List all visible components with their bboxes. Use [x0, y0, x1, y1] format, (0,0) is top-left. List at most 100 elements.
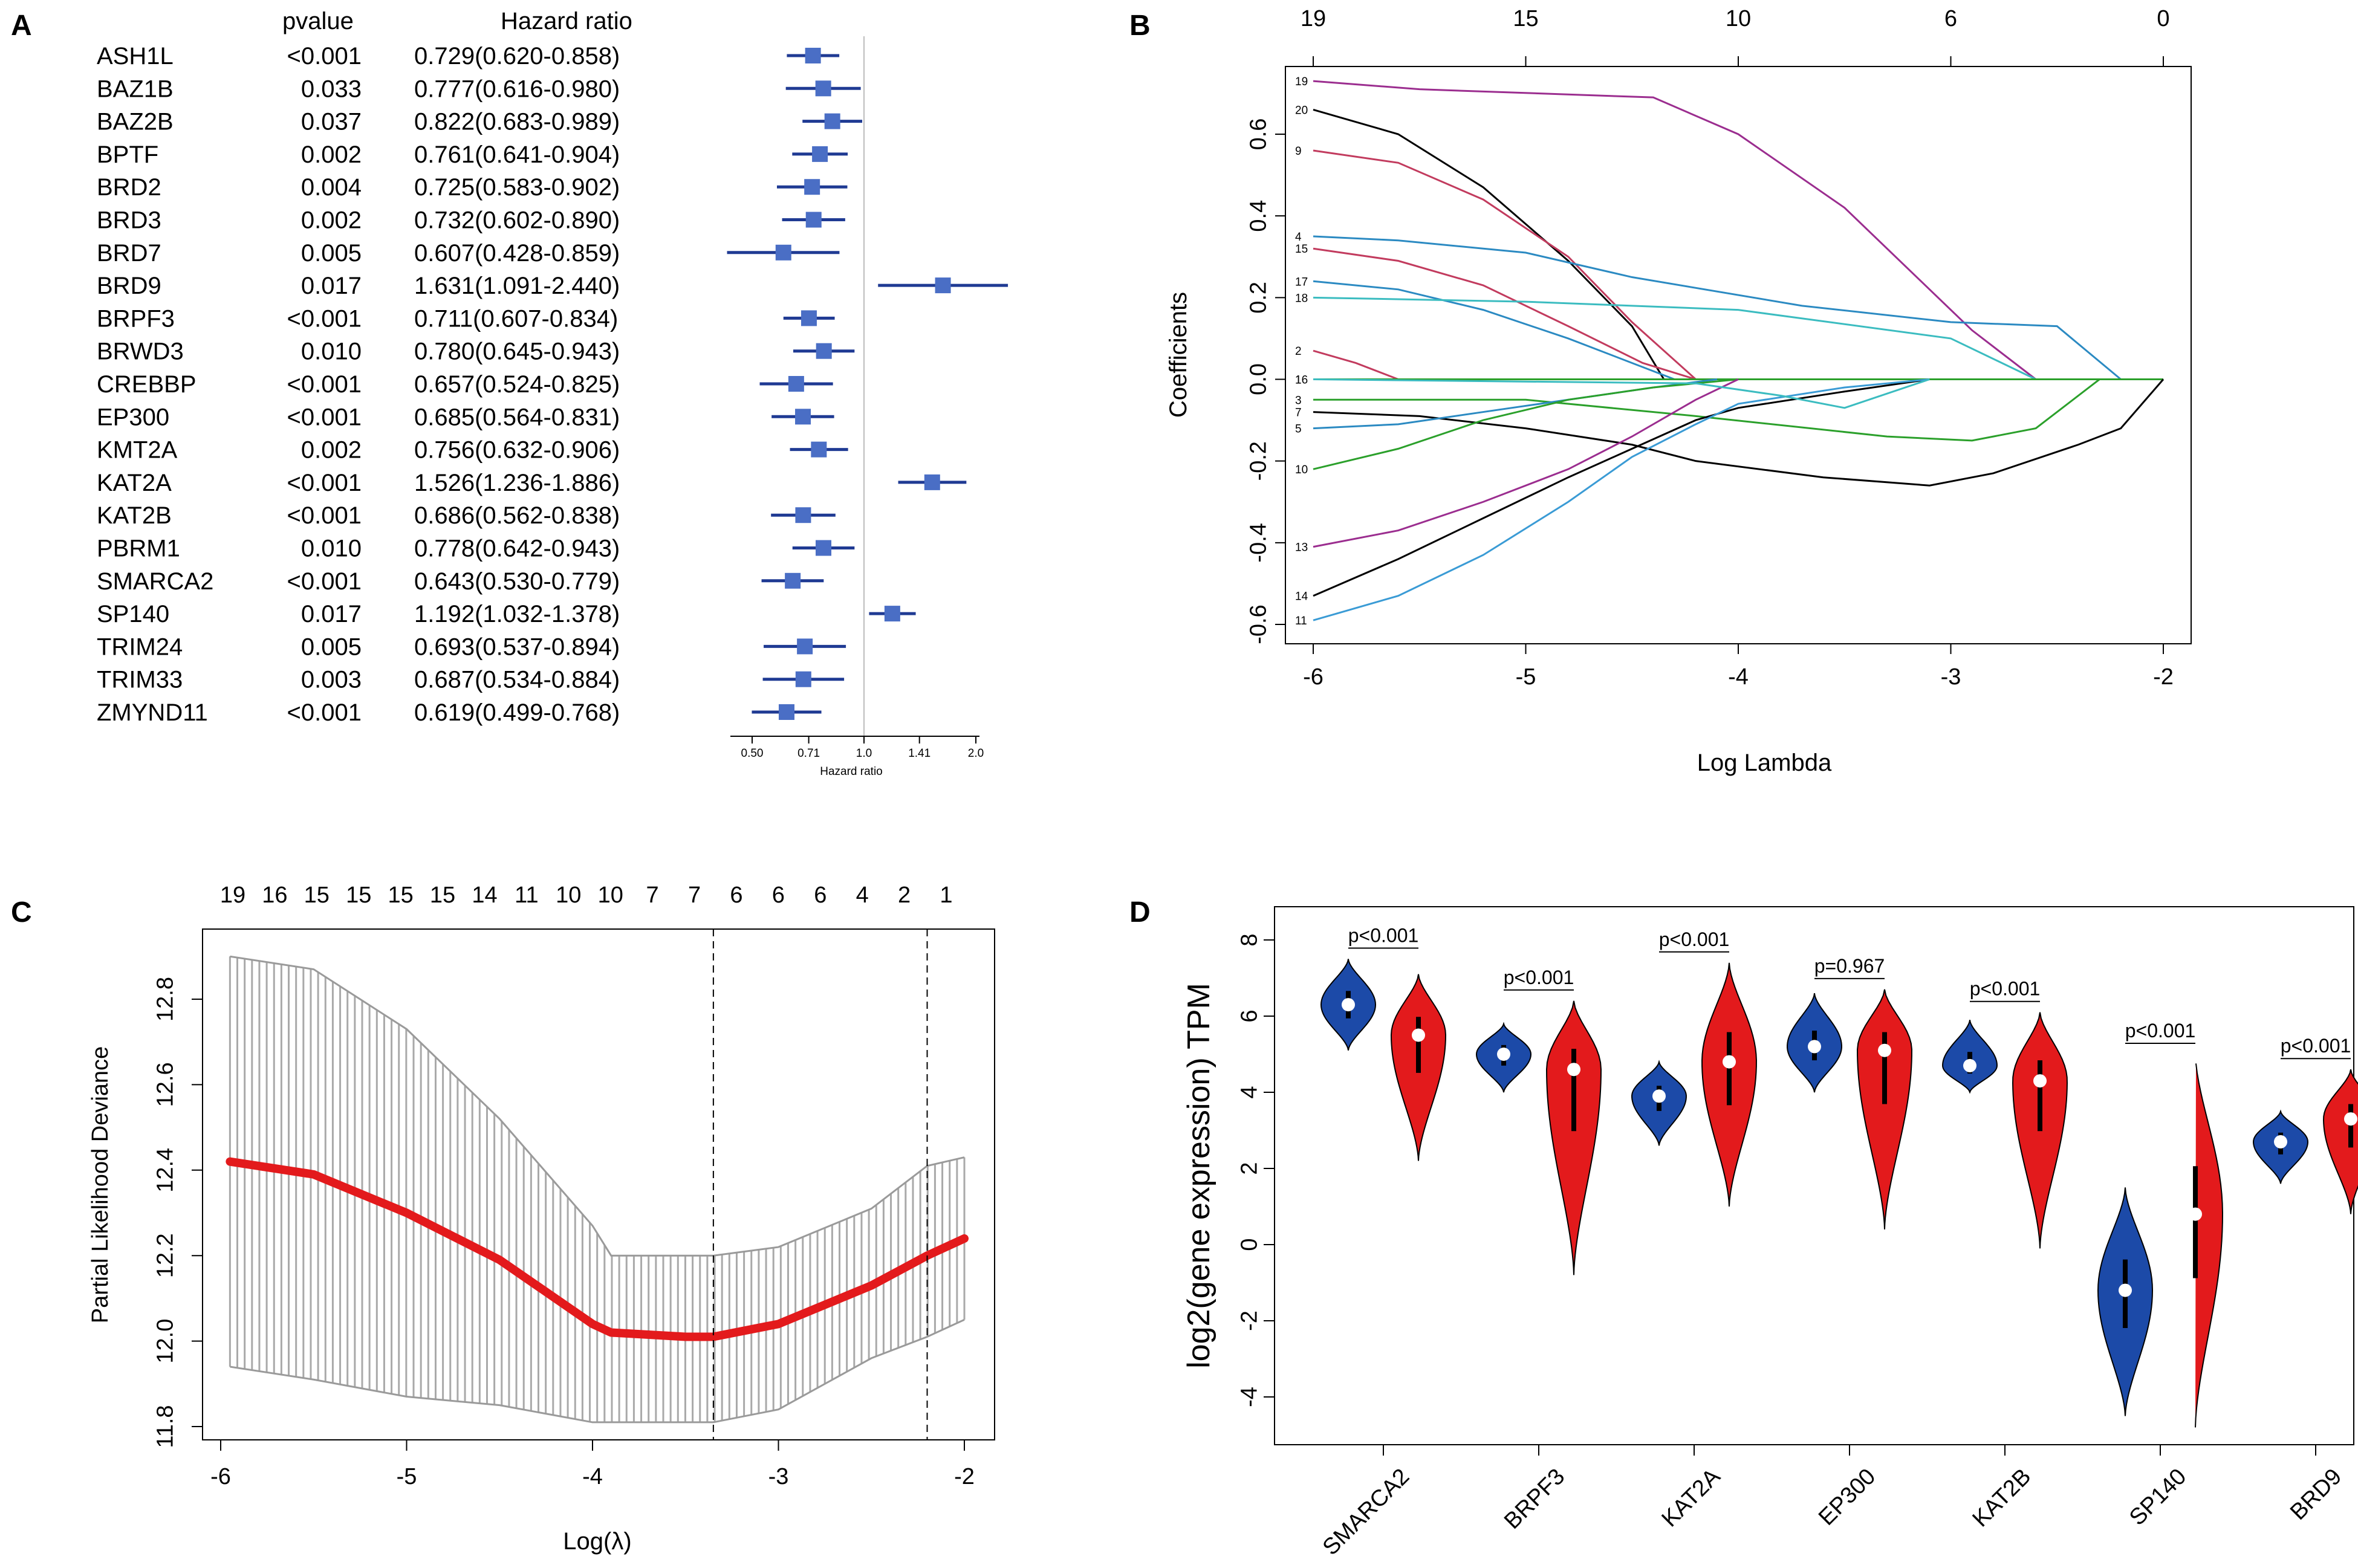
gene-label: BRWD3: [97, 339, 184, 365]
hazard-ratio-cell: 0.693(0.537-0.894): [414, 633, 620, 660]
forest-x-tick-label: 1.41: [908, 747, 931, 760]
forest-plot: pvalue Hazard ratio ASH1L <0.001 0.729(0.6…: [97, 8, 1008, 778]
hr-point: [924, 474, 940, 490]
cv-top-axis-label: 15: [388, 883, 414, 908]
panel-label-a: A: [11, 10, 32, 42]
coef-y-tick-label: -0.4: [1246, 523, 1271, 562]
hr-point: [816, 343, 832, 359]
gene-label: PBRM1: [97, 536, 180, 562]
hazard-ratio-cell: 1.526(1.236-1.886): [414, 470, 620, 496]
coef-path-13: [1313, 378, 1739, 548]
hr-point: [795, 409, 811, 425]
hr-point: [795, 507, 811, 523]
cv-x-tick-label: -4: [582, 1464, 603, 1489]
pvalue-cell: 0.010: [301, 536, 362, 562]
gene-label: SP140: [97, 601, 169, 627]
coef-top-tick-label: 10: [1726, 6, 1751, 31]
cv-top-axis-label: 10: [598, 883, 623, 908]
cv-y-tick-label: 11.8: [152, 1405, 178, 1448]
coef-top-tick-label: 6: [1944, 6, 1957, 31]
pvalue-cell: <0.001: [287, 404, 362, 430]
forest-x-tick-label: 1.0: [856, 747, 872, 760]
violin-median-dot: [1723, 1055, 1736, 1069]
pvalue-label: p<0.001: [1348, 925, 1419, 947]
violin-x-tick-label: KAT2B: [1968, 1464, 2036, 1532]
hazard-ratio-cell: 0.687(0.534-0.884): [414, 667, 620, 693]
violin-x-tick-label: BRD9: [2285, 1464, 2347, 1525]
hazard-ratio-header: Hazard ratio: [501, 8, 632, 34]
hr-point: [815, 80, 831, 97]
coef-y-tick-label: -0.6: [1246, 604, 1271, 644]
cv-mean-deviance-curve: [226, 1157, 969, 1341]
hazard-ratio-cell: 0.778(0.642-0.943): [414, 536, 620, 562]
cv-plot-frame: [202, 928, 995, 1440]
violin-median-dot: [1808, 1040, 1821, 1054]
gene-label: BRD7: [97, 240, 161, 267]
gene-label: KAT2B: [97, 502, 172, 529]
coef-y-tick-label: -0.2: [1246, 441, 1271, 481]
coef-path-label: 16: [1295, 374, 1308, 387]
hazard-ratio-cell: 0.756(0.632-0.906): [414, 437, 620, 464]
cv-y-tick-label: 12.4: [152, 1148, 178, 1193]
cv-top-axis-label: 7: [688, 883, 701, 908]
pvalue-cell: 0.002: [301, 207, 362, 234]
hr-point: [778, 704, 794, 720]
gene-label: BRD2: [97, 174, 161, 201]
violin-median-dot: [1963, 1058, 1976, 1072]
violin-median-dot: [2344, 1112, 2357, 1126]
coef-path-18: [1313, 296, 2036, 380]
cv-top-axis-label: 15: [430, 883, 455, 908]
coef-path-label: 2: [1295, 345, 1302, 358]
coef-x-tick-label: -5: [1516, 664, 1536, 690]
coef-path-16: [1313, 378, 1930, 409]
cv-top-axis-label: 16: [262, 883, 287, 908]
cv-x-tick-label: -5: [397, 1464, 417, 1489]
cv-top-axis-label: 1: [940, 883, 952, 908]
cv-y-axis-title: Partial Likelihood Deviance: [88, 1046, 113, 1323]
violin-median-dot: [1567, 1063, 1580, 1077]
violin-y-tick-label: -2: [1236, 1310, 1262, 1331]
pvalue-cell: <0.001: [287, 470, 362, 496]
pvalue-header: pvalue: [282, 8, 354, 34]
coef-path-label: 20: [1295, 104, 1308, 117]
coef-path-11: [1313, 378, 1930, 621]
hr-point: [805, 212, 822, 228]
violin-x-tick-label: KAT2A: [1657, 1463, 1726, 1532]
violin-x-tick-label: EP300: [1814, 1464, 1880, 1531]
coef-path-label: 10: [1295, 464, 1308, 476]
coef-x-tick-label: -4: [1728, 664, 1749, 690]
violin-median-dot: [2119, 1283, 2132, 1297]
violin-y-tick-label: 6: [1236, 1009, 1262, 1022]
gene-label: SMARCA2: [97, 568, 213, 595]
pvalue-label: p<0.001: [2281, 1035, 2351, 1057]
hr-point: [816, 540, 832, 556]
hazard-ratio-cell: 1.631(1.091-2.440): [414, 273, 620, 299]
violin-median-dot: [1412, 1028, 1425, 1042]
coef-path-label: 1: [1295, 374, 1302, 387]
coef-plot-frame: [1285, 66, 2192, 644]
cv-x-tick-label: -6: [210, 1464, 231, 1489]
coef-path-4: [1313, 235, 2122, 380]
hazard-ratio-cell: 0.607(0.428-0.859): [414, 240, 620, 267]
cv-x-axis-title: Log(λ): [563, 1528, 631, 1555]
cv-top-axis-label: 4: [856, 883, 869, 908]
violin-tumor: [1857, 989, 1912, 1229]
violin-y-tick-label: 2: [1236, 1162, 1262, 1174]
forest-x-tick-label: 0.71: [797, 747, 820, 760]
coef-y-tick-label: 0.4: [1246, 200, 1271, 232]
pvalue-cell: <0.001: [287, 43, 362, 70]
violin-median-dot: [2189, 1207, 2202, 1221]
hr-point: [811, 441, 827, 458]
cv-upper-bound: [230, 955, 965, 1257]
gene-label: EP300: [97, 404, 169, 430]
violin-median-dot: [1342, 998, 1355, 1012]
hr-point: [805, 48, 821, 63]
gene-label: BAZ2B: [97, 109, 174, 135]
pvalue-cell: 0.010: [301, 339, 362, 365]
cv-top-axis-label: 10: [556, 883, 581, 908]
gene-label: BRD3: [97, 207, 161, 234]
cv-top-axis-label: 7: [646, 883, 659, 908]
cv-top-axis-label: 11: [515, 883, 538, 908]
coef-path-label: 17: [1295, 276, 1308, 288]
gene-label: KAT2A: [97, 470, 172, 496]
